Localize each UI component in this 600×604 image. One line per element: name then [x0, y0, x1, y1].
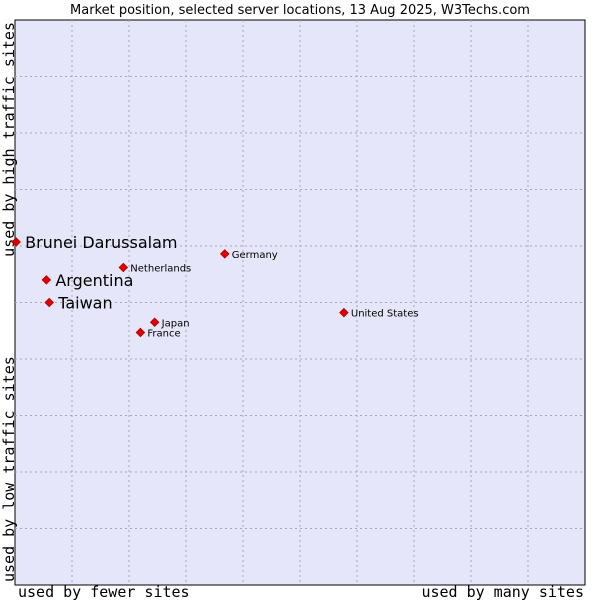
y-axis-label-low-traffic: used by low traffic sites: [0, 356, 18, 582]
chart-title: Market position, selected server locatio…: [70, 3, 530, 18]
point-marker-argentina: [41, 275, 52, 285]
y-axis-label-high-traffic: used by high traffic sites: [0, 22, 18, 257]
data-points: Brunei Darussalam Argentina Taiwan Netherla…: [11, 233, 419, 339]
point-united-states: United States: [339, 307, 419, 320]
point-marker-netherlands: [118, 262, 129, 273]
point-marker-united-states: [339, 307, 349, 318]
point-label-taiwan: Taiwan: [57, 294, 112, 313]
point-brunei-darussalam: Brunei Darussalam: [11, 233, 178, 252]
point-label-france: France: [147, 328, 180, 339]
point-marker-japan: [149, 317, 160, 328]
point-argentina: Argentina: [41, 271, 133, 290]
point-marker-france: [135, 327, 146, 338]
point-label-germany: Germany: [232, 250, 278, 261]
point-netherlands: Netherlands: [118, 262, 191, 274]
point-japan: Japan: [149, 317, 190, 329]
point-marker-taiwan: [44, 297, 54, 308]
x-axis-label-fewer-sites: used by fewer sites: [18, 583, 190, 600]
point-label-united-states: United States: [351, 309, 419, 320]
point-marker-germany: [219, 249, 230, 259]
point-label-japan: Japan: [161, 318, 190, 329]
point-label-brunei-darussalam: Brunei Darussalam: [25, 233, 177, 252]
x-axis-label-many-sites: used by many sites: [421, 583, 584, 600]
point-germany: Germany: [219, 249, 278, 261]
point-taiwan: Taiwan: [44, 294, 113, 313]
point-label-argentina: Argentina: [55, 271, 133, 290]
grid-lines: [15, 20, 585, 585]
point-label-netherlands: Netherlands: [130, 263, 191, 274]
point-marker-brunei-darussalam: [11, 237, 21, 247]
point-france: France: [135, 327, 181, 339]
